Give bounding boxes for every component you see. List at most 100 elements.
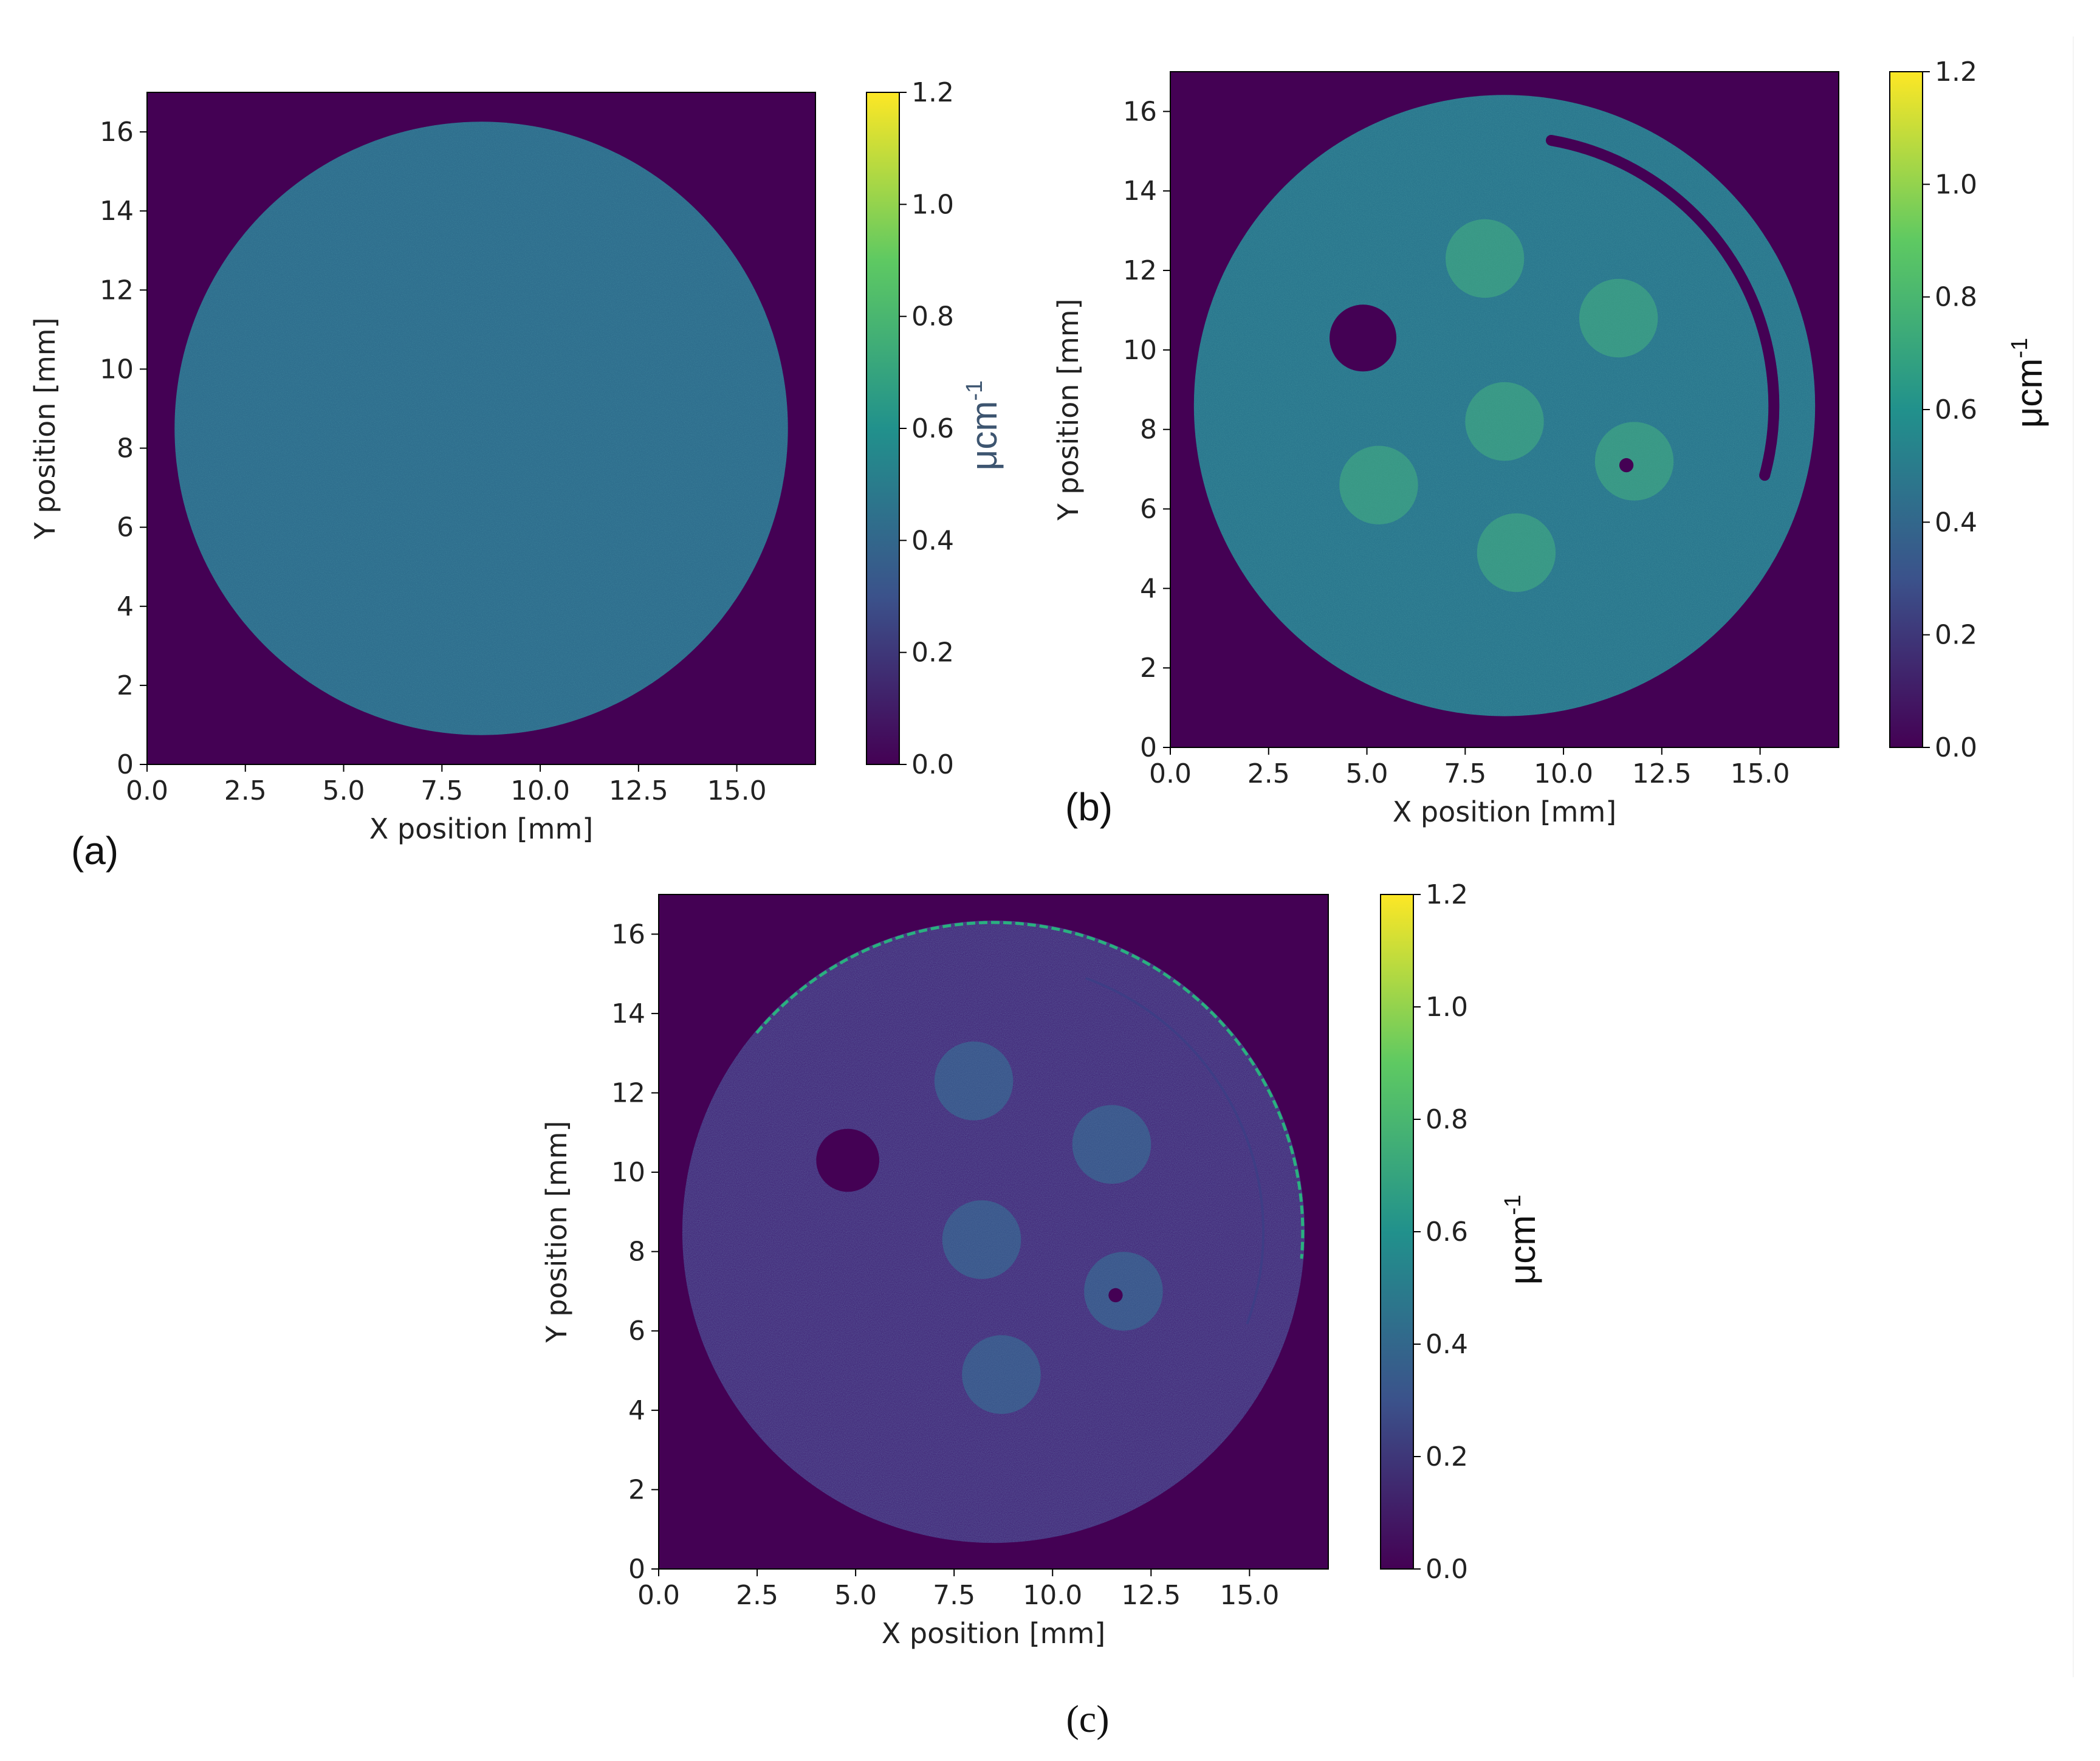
x-tick-label: 5.0 (323, 775, 365, 806)
y-tick-label: 8 (1140, 414, 1157, 445)
insert-3-noise (1072, 1105, 1151, 1184)
x-tick-label: 0.0 (1149, 758, 1192, 789)
insert-4-noise (942, 1200, 1021, 1279)
colorbar-tick-label: 1.0 (911, 189, 954, 220)
y-tick-label: 10 (611, 1157, 645, 1188)
chart-panel-c: 0.0 2.5 5.0 7.5 10.0 12.5 15.0 0 2 4 6 8 10 12 14 16 X p… (540, 879, 1543, 1740)
crescent-gap (1545, 134, 1780, 481)
y-tick-label: 4 (117, 591, 134, 622)
y-tick-label: 8 (628, 1237, 645, 1268)
colorbar-tick-label: 1.2 (1935, 57, 1977, 88)
colorbar-tick-label: 0.2 (911, 637, 954, 668)
panel-label: (a) (71, 829, 118, 873)
y-tick-label: 4 (1140, 573, 1157, 604)
y-tick-label: 14 (1123, 176, 1157, 207)
colorbar-title: μcm-1 (1500, 1195, 1543, 1285)
x-axis-label: X position [mm] (882, 1617, 1105, 1650)
x-tick-label: 7.5 (1444, 758, 1486, 789)
y-tick-label: 8 (117, 433, 134, 464)
y-tick-label: 16 (1123, 96, 1157, 127)
insert-hole (1108, 1288, 1123, 1303)
colorbar-tick-label: 1.0 (1935, 169, 1977, 200)
colorbar (1380, 894, 1414, 1570)
y-tick-label: 14 (100, 196, 134, 227)
y-tick-label: 10 (100, 354, 134, 385)
rim-arc (755, 921, 1305, 1259)
y-tick-label: 2 (117, 670, 134, 701)
x-tick-label: 0.0 (126, 775, 168, 806)
colorbar (1889, 71, 1923, 748)
colorbar-tick-label: 0.6 (1935, 394, 1977, 425)
panel-label: (b) (1065, 785, 1113, 829)
x-tick-label: 7.5 (420, 775, 463, 806)
insert-3-noise (1579, 278, 1658, 358)
colorbar-tick-label: 0.0 (911, 749, 954, 780)
colorbar-tick-label: 0.2 (1426, 1441, 1468, 1472)
insert-hole (1619, 458, 1634, 473)
insert-5-noise (1084, 1252, 1163, 1331)
x-tick-label: 15.0 (707, 775, 767, 806)
colorbar-tick-label: 0.6 (1426, 1217, 1468, 1248)
y-tick-label: 2 (628, 1474, 645, 1505)
y-tick-label: 10 (1123, 335, 1157, 366)
colorbar-tick-label: 0.4 (1935, 507, 1977, 538)
y-tick-label: 12 (1123, 255, 1157, 286)
colorbar-tick-label: 0.8 (1426, 1104, 1468, 1135)
chart-panel-b: 0.0 2.5 5.0 7.5 10.0 12.5 15.0 0 2 4 6 8 10 12 14 16 X p… (1052, 57, 2050, 829)
y-axis-label: Y position [mm] (29, 317, 61, 540)
x-tick-label: 2.5 (1247, 758, 1290, 789)
insert-1 (816, 1128, 880, 1192)
x-tick-label: 7.5 (933, 1580, 975, 1611)
colorbar-tick-label: 0.8 (911, 301, 954, 332)
colorbar-title-unit: μcm (1502, 1215, 1543, 1285)
colorbar-title: μcm-1 (962, 380, 1004, 470)
colorbar-tick-label: 0.0 (1935, 732, 1977, 763)
y-axis-label: Y position [mm] (540, 1121, 573, 1343)
colorbar (866, 92, 900, 765)
y-tick-label: 0 (628, 1554, 645, 1585)
y-tick-label: 6 (628, 1316, 645, 1347)
insert-4-noise (1465, 382, 1544, 461)
colorbar-tick-label: 1.2 (1426, 879, 1468, 910)
colorbar-tick-label: 0.0 (1426, 1554, 1468, 1585)
axes-frame (1170, 71, 1839, 748)
y-tick-label: 4 (628, 1395, 645, 1426)
y-tick-label: 6 (1140, 494, 1157, 525)
colorbar-title-exponent: -1 (2007, 338, 2033, 359)
insert-6-noise (1339, 445, 1418, 524)
y-tick-label: 14 (611, 998, 645, 1029)
insert-1 (1330, 304, 1397, 372)
y-tick-label: 16 (611, 919, 645, 950)
x-tick-label: 15.0 (1731, 758, 1790, 789)
y-tick-label: 2 (1140, 653, 1157, 684)
colorbar-title-exponent: -1 (1500, 1195, 1526, 1215)
insert-7-noise (1477, 513, 1556, 592)
colorbar-tick-label: 0.4 (1426, 1329, 1468, 1360)
y-axis-label: Y position [mm] (1052, 298, 1085, 521)
colorbar-tick-label: 0.4 (911, 525, 954, 556)
y-tick-label: 6 (117, 512, 134, 543)
y-tick-label: 0 (117, 749, 134, 780)
axes-frame (658, 894, 1329, 1570)
x-tick-label: 10.0 (1023, 1580, 1082, 1611)
y-tick-label: 16 (100, 117, 134, 148)
x-tick-label: 12.5 (609, 775, 668, 806)
colorbar-title-unit: μcm (964, 401, 1004, 471)
panel-label: (c) (1066, 1697, 1109, 1740)
figure-edge-line (2073, 36, 2074, 1677)
insert-2-noise (1445, 219, 1525, 298)
inner-arc (1085, 977, 1265, 1325)
insert-5-noise (1594, 422, 1674, 501)
y-tick-label: 12 (100, 275, 134, 306)
x-axis-label: X position [mm] (1393, 795, 1616, 828)
x-axis-label: X position [mm] (369, 812, 593, 845)
insert-2-noise (934, 1042, 1014, 1121)
colorbar-tick-label: 0.6 (911, 413, 954, 444)
x-tick-label: 5.0 (1346, 758, 1388, 789)
colorbar-title-unit: μcm (2009, 359, 2050, 428)
chart-panel-a: 0.0 2.5 5.0 7.5 10.0 12.5 15.0 0 2 4 6 8 10 12 14 16 X p… (29, 77, 1004, 873)
colorbar-title-exponent: -1 (962, 380, 987, 401)
colorbar-tick-label: 1.2 (911, 77, 954, 108)
x-tick-label: 15.0 (1220, 1580, 1279, 1611)
